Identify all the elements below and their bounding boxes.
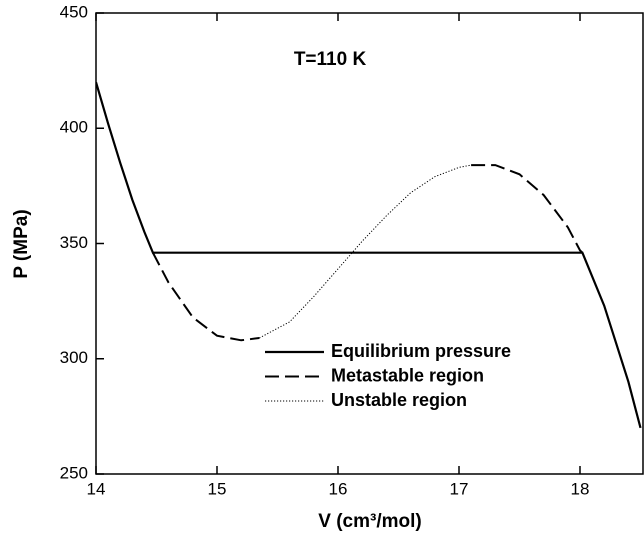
legend-label: Unstable region — [331, 390, 467, 410]
y-tick-label: 250 — [60, 463, 88, 482]
x-tick-label: 14 — [87, 479, 106, 498]
x-tick-label: 15 — [208, 479, 227, 498]
y-tick-label: 400 — [60, 118, 88, 137]
series-line — [152, 164, 584, 342]
y-tick-label: 350 — [60, 233, 88, 252]
x-axis-label: V (cm³/mol) — [318, 511, 421, 532]
series-line — [259, 164, 472, 339]
x-tick-label: 18 — [571, 479, 590, 498]
legend-label: Equilibrium pressure — [331, 341, 511, 361]
x-tick-label: 16 — [329, 479, 348, 498]
legend-label: Metastable region — [331, 365, 484, 385]
annotation: T=110 K — [294, 49, 367, 70]
series-line — [96, 81, 642, 429]
y-tick-label: 450 — [60, 2, 88, 21]
x-tick-label: 17 — [450, 479, 469, 498]
y-tick-label: 300 — [60, 348, 88, 367]
y-axis-label: P (MPa) — [11, 209, 32, 278]
